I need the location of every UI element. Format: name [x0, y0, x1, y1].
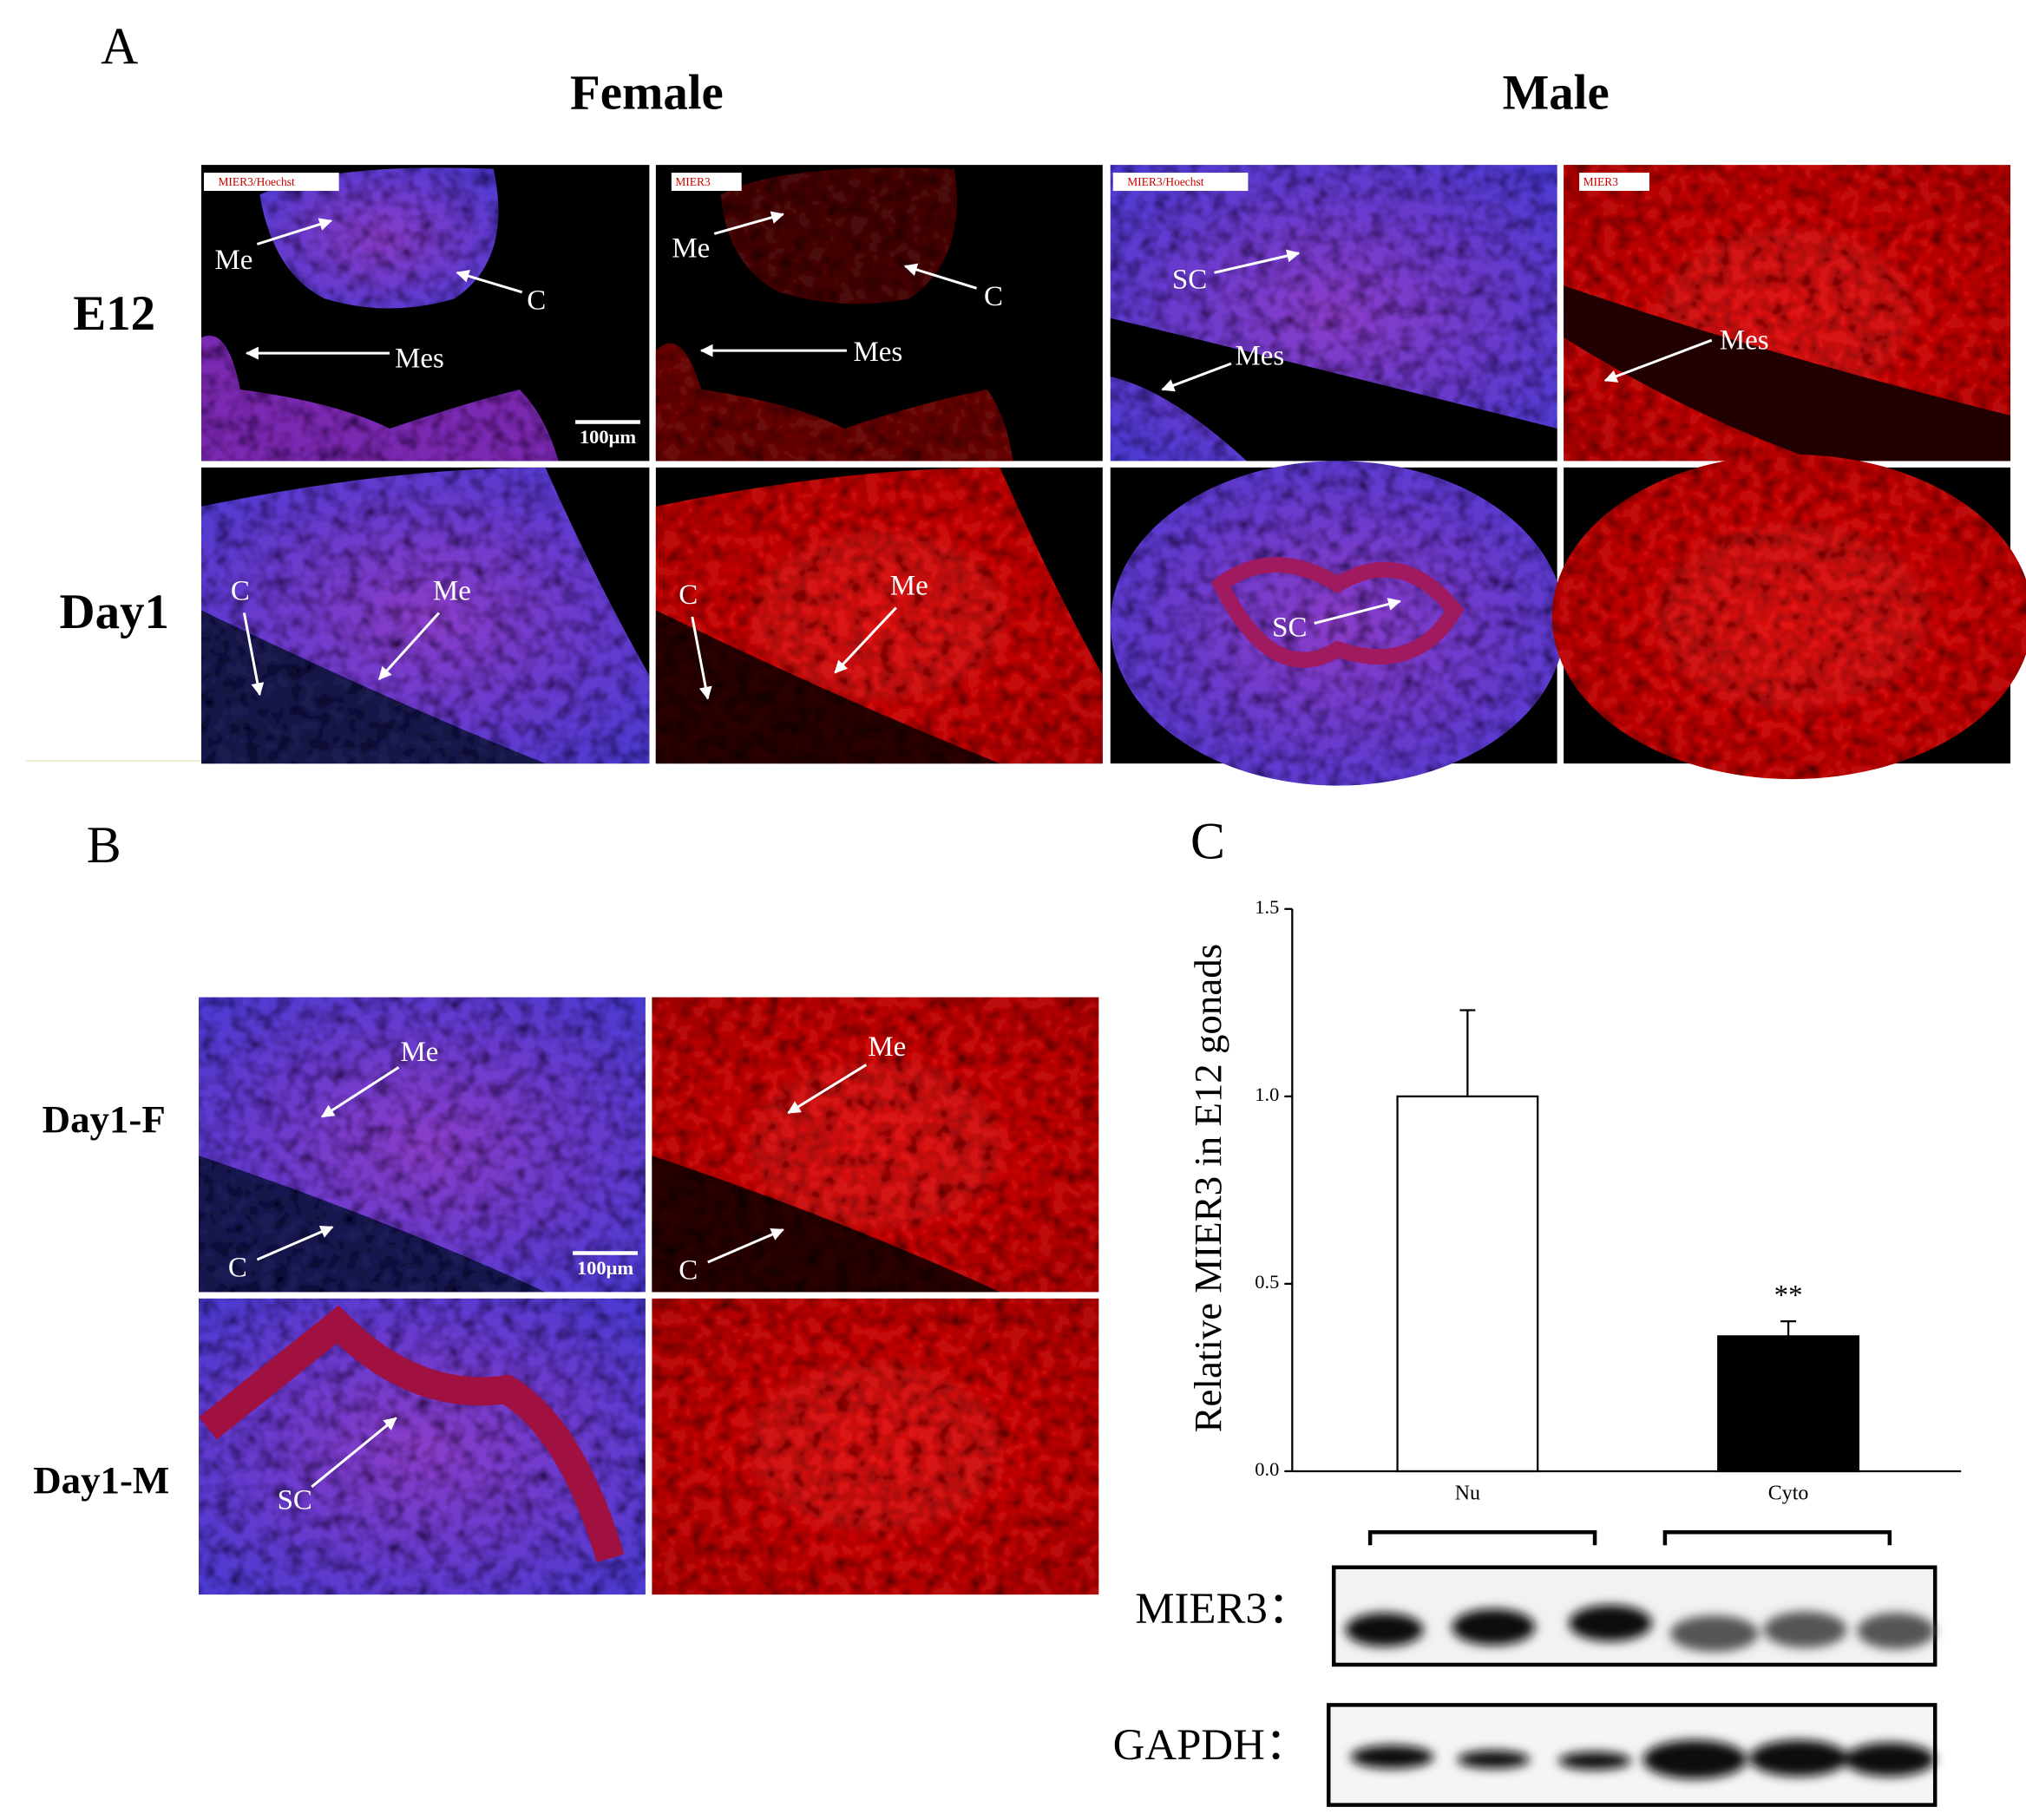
bar [1717, 1335, 1860, 1473]
annotation: Mes [853, 337, 902, 368]
panel-label: C [1190, 813, 1225, 870]
arrow [691, 616, 712, 700]
channel-tag: MIER3/Hoechst [218, 175, 295, 188]
channel-tag: MIER3 [1583, 175, 1619, 188]
panel-label: A [101, 18, 138, 75]
annotation: C [231, 576, 250, 607]
column-header: Male [1503, 65, 1610, 120]
column-header: Female [570, 65, 724, 120]
arrow [1603, 338, 1713, 383]
arrow [256, 1225, 334, 1261]
row-header: Day1 [60, 585, 169, 639]
annotation: C [228, 1252, 247, 1283]
panel-a-images [25, 165, 2026, 786]
x-tick-label: Cyto [1768, 1482, 1809, 1504]
arrow [713, 211, 785, 235]
row-header: Day1-M [33, 1458, 169, 1502]
y-tick-label: 0.5 [1255, 1271, 1279, 1293]
arrow [1161, 362, 1232, 392]
annotation: C [679, 1254, 698, 1286]
annotation: Me [890, 571, 928, 602]
annotation: Me [868, 1031, 906, 1063]
arrow [1214, 249, 1301, 274]
y-axis-label: Relative MIER3 in E12 gonads [1186, 944, 1229, 1433]
channel-tag: MIER3 [675, 175, 711, 188]
panel-b-images [199, 997, 1099, 1595]
blot-label: GAPDH： [1113, 1721, 1309, 1770]
annotation: Mes [1720, 325, 1769, 357]
arrow [256, 218, 333, 246]
arrow [834, 606, 897, 674]
arrow [320, 1066, 400, 1118]
annotation: C [679, 579, 698, 611]
arrow [707, 1228, 784, 1264]
annotation: SC [1172, 264, 1207, 295]
panel-label: B [87, 816, 121, 874]
y-tick-label: 1.5 [1255, 896, 1279, 918]
arrow [903, 263, 978, 290]
row-header: E12 [73, 286, 155, 341]
annotation: SC [1272, 612, 1307, 644]
x-tick-label: Nu [1455, 1482, 1480, 1504]
annotation: Me [214, 245, 252, 276]
arrow [242, 612, 265, 697]
annotation: C [527, 285, 546, 316]
scale-bar-label: 100μm [577, 1257, 633, 1279]
arrow [311, 1417, 397, 1489]
annotation: Me [401, 1037, 439, 1068]
row-header: Day1-F [43, 1097, 166, 1141]
bar [1396, 1095, 1539, 1473]
significance: ** [1774, 1280, 1803, 1312]
y-tick-label: 1.0 [1255, 1083, 1279, 1105]
arrow [1314, 598, 1401, 625]
annotation: C [984, 281, 1003, 312]
arrow [787, 1064, 868, 1115]
annotation: Mes [395, 344, 444, 375]
annotation: Mes [1236, 341, 1285, 372]
scale-bar-label: 100μm [580, 426, 636, 448]
annotation: SC [278, 1484, 312, 1516]
y-tick-label: 0.0 [1255, 1458, 1279, 1480]
annotation: Me [672, 232, 710, 264]
channel-tag: MIER3/Hoechst [1127, 175, 1204, 188]
blot-label: MIER3： [1135, 1585, 1311, 1633]
arrow [377, 612, 441, 680]
annotation: Me [433, 576, 471, 607]
arrow [456, 270, 523, 294]
western-blot [1326, 1530, 1937, 1807]
